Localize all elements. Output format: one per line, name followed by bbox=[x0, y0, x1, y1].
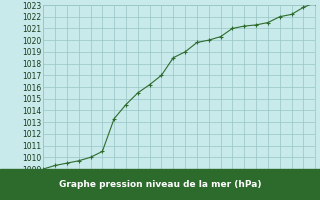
Text: Graphe pression niveau de la mer (hPa): Graphe pression niveau de la mer (hPa) bbox=[59, 180, 261, 189]
